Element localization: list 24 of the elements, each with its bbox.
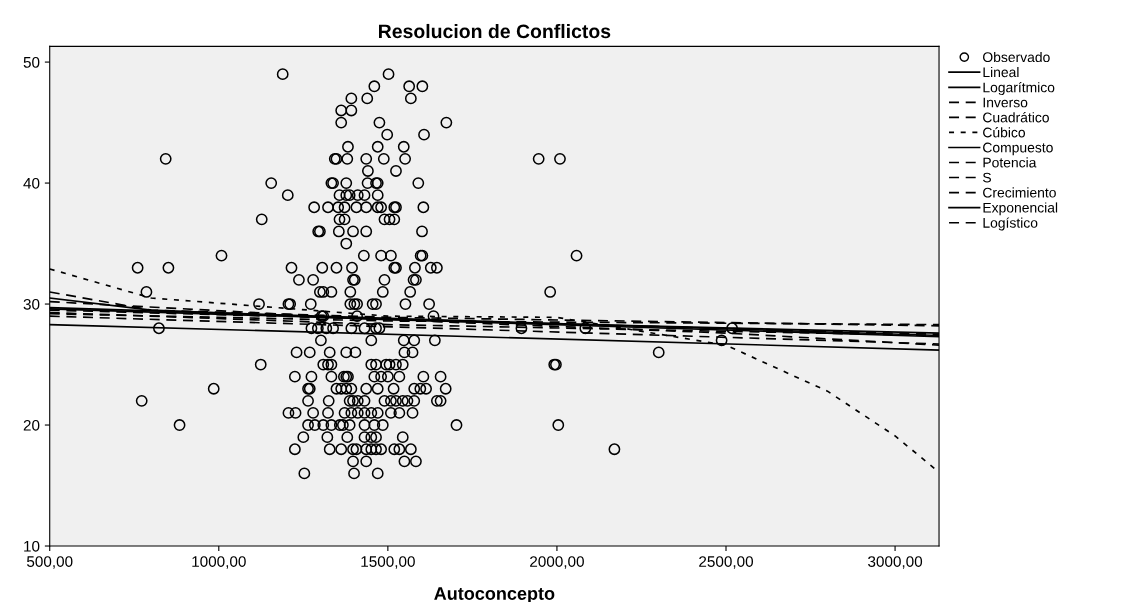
x-tick-label: 2500,00 [699, 556, 754, 569]
legend-label: Observado [983, 51, 1050, 63]
legend-label: Logístico [983, 217, 1038, 231]
legend-label: Inverso [983, 97, 1028, 108]
y-tick-label: 20 [23, 419, 40, 431]
x-tick-label: 3000,00 [868, 556, 923, 569]
legend-label: Cúbico [983, 127, 1026, 138]
y-tick-label: 50 [23, 56, 40, 68]
legend-label: Compuesto [983, 142, 1053, 156]
y-tick-label: 30 [23, 298, 40, 310]
legend-label: Lineal [983, 66, 1019, 78]
x-tick-label: 500,00 [26, 556, 73, 569]
x-tick-label: 1000,00 [192, 556, 246, 569]
y-tick-label: 40 [23, 177, 40, 189]
legend-label: Potencia [983, 157, 1037, 168]
legend-label: Exponencial [983, 202, 1058, 216]
x-tick-label: 1500,00 [361, 556, 415, 569]
y-tick-label: 10 [24, 540, 40, 552]
legend-label: Cuadrático [983, 112, 1049, 123]
legend-label: Logarítmico [983, 81, 1055, 96]
x-tick-label: 2000,00 [530, 556, 584, 569]
legend-label: S [983, 172, 991, 183]
legend-label: Crecimiento [983, 187, 1056, 198]
chart-title: Resolucion de Conflictos [379, 23, 611, 39]
